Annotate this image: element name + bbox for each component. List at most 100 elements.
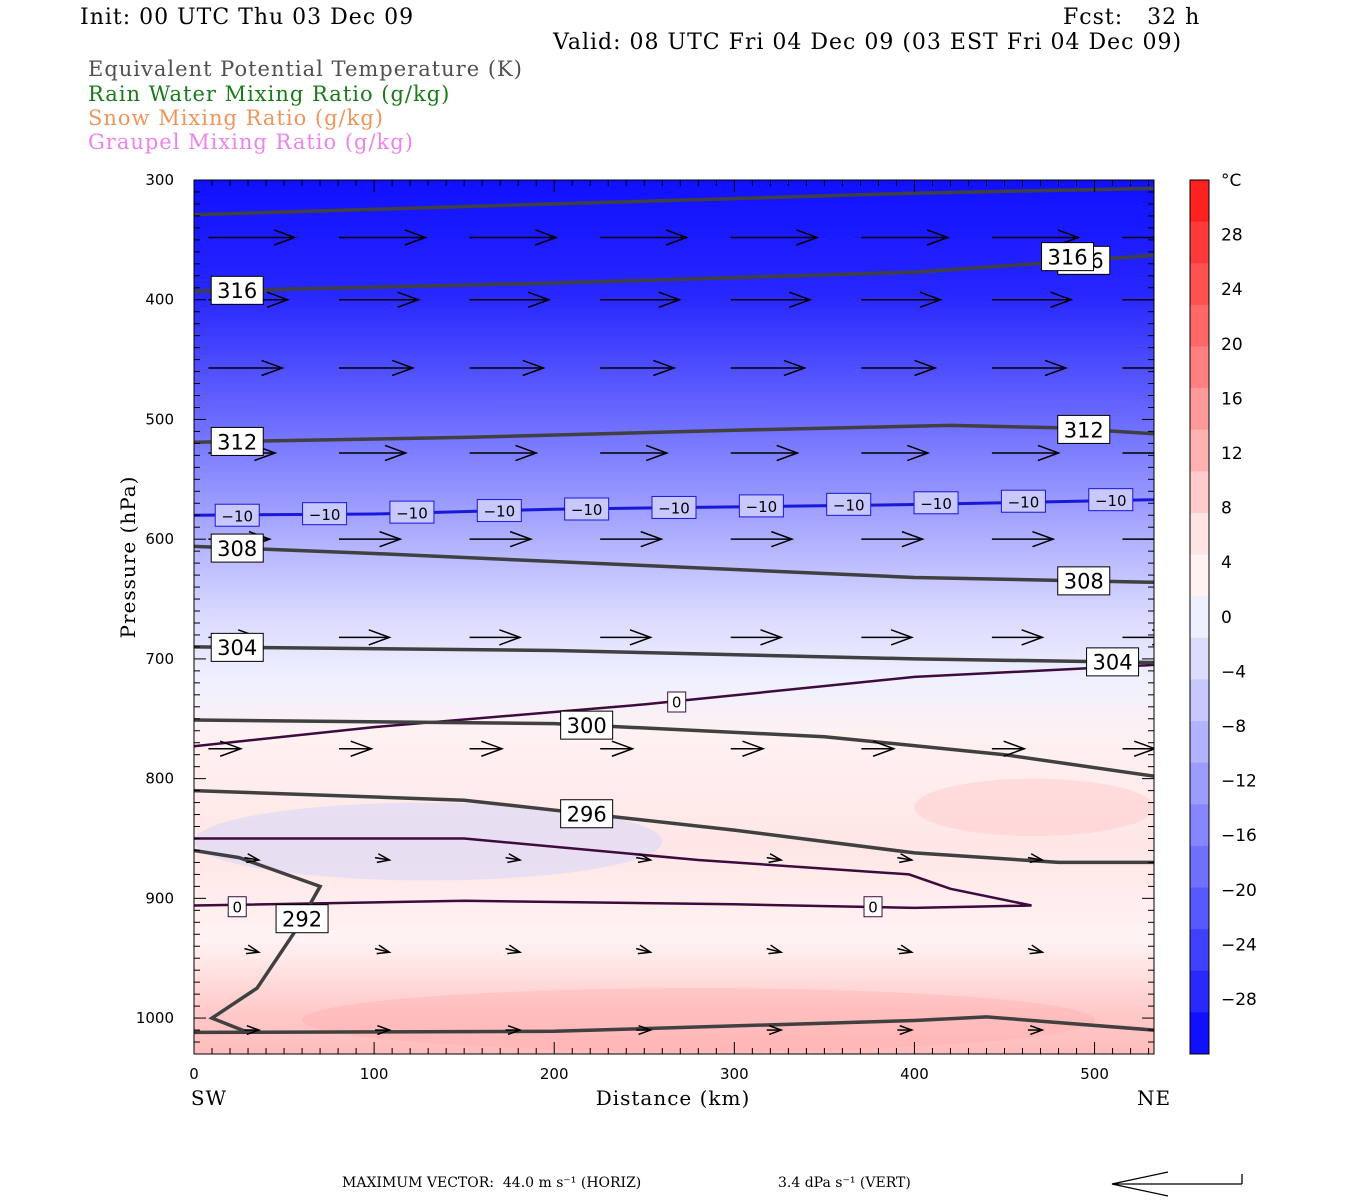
wind-vector-head bbox=[246, 944, 261, 955]
wind-vector bbox=[861, 229, 950, 246]
wind-vector-head bbox=[350, 740, 374, 757]
x-axis-title: Distance (km) bbox=[596, 1086, 751, 1110]
wind-vector bbox=[861, 530, 925, 548]
plot-area bbox=[194, 180, 1173, 1054]
wind-vector-head bbox=[771, 530, 795, 548]
wind-vector bbox=[730, 629, 784, 646]
wind-vector bbox=[861, 291, 943, 308]
wind-vector bbox=[244, 853, 261, 864]
wind-vector-head bbox=[638, 1024, 653, 1036]
colorbar-label: −12 bbox=[1221, 772, 1257, 792]
wind-vector bbox=[600, 444, 669, 462]
wind-vector-head bbox=[742, 740, 766, 757]
wind-vector bbox=[730, 359, 807, 377]
wind-vector-head bbox=[481, 740, 505, 757]
wind-vector-shaft bbox=[897, 856, 912, 861]
plot-frame bbox=[193, 179, 1155, 1055]
colorbar-segment bbox=[1190, 346, 1209, 389]
minus10-label-text: −10 bbox=[833, 496, 865, 514]
wind-vector bbox=[375, 1024, 392, 1036]
theta-e-label-text: 316 bbox=[1047, 245, 1087, 269]
wind-vector-head bbox=[872, 740, 896, 757]
wind-vector bbox=[600, 740, 635, 757]
wind-vector bbox=[897, 853, 914, 864]
wind-vector-head bbox=[899, 1024, 914, 1036]
wind-vector-head bbox=[507, 853, 523, 864]
wind-vector-head bbox=[384, 444, 408, 462]
wind-vector bbox=[338, 291, 421, 308]
wind-vector bbox=[861, 359, 938, 377]
temperature-shading-cell bbox=[302, 988, 1095, 1052]
wind-vector bbox=[338, 359, 416, 377]
wind-vector bbox=[635, 944, 653, 955]
theta-e-contour bbox=[194, 848, 323, 1035]
colorbar-segment bbox=[1190, 388, 1209, 431]
zero-isotherm-label-text: 0 bbox=[868, 898, 878, 916]
wind-vector-head bbox=[1151, 629, 1154, 646]
wind-vector-head bbox=[768, 1024, 784, 1036]
wind-vector bbox=[208, 740, 244, 757]
theta-e-label-box bbox=[210, 632, 264, 662]
wind-vector-head bbox=[273, 229, 298, 246]
wind-vector bbox=[636, 853, 653, 864]
wind-vector-head bbox=[1160, 854, 1173, 863]
y-tick-label: 500 bbox=[145, 410, 174, 428]
minus10-label-box bbox=[302, 502, 348, 526]
wind-vector bbox=[1159, 854, 1173, 863]
wind-vector bbox=[338, 629, 392, 646]
colorbar-label: 8 bbox=[1221, 499, 1232, 519]
y-tick-label: 600 bbox=[145, 530, 174, 548]
minus10-label: −10 bbox=[214, 503, 260, 527]
colorbar-segment bbox=[1190, 721, 1209, 764]
theta-e-label-text: 304 bbox=[1093, 651, 1133, 675]
wind-vector-head bbox=[653, 359, 677, 377]
wind-vector-head bbox=[379, 530, 403, 548]
colorbar-frame bbox=[1189, 179, 1210, 1055]
wind-vector bbox=[1027, 853, 1045, 864]
minus10-label-text: −10 bbox=[396, 504, 428, 522]
wind-vector-shaft bbox=[244, 947, 260, 953]
wind-vector-shaft bbox=[635, 947, 651, 953]
theta-e-label-text: 308 bbox=[1064, 570, 1104, 594]
wind-vector-head bbox=[1021, 629, 1045, 646]
zero-isotherm-label: 0 bbox=[667, 691, 687, 713]
theta-e-label: 304 bbox=[1086, 647, 1140, 677]
wind-vector-head bbox=[219, 740, 244, 757]
colorbar-segment bbox=[1190, 637, 1209, 680]
wind-vector bbox=[600, 530, 664, 548]
minus10-label-box bbox=[826, 492, 872, 516]
wind-vector-head bbox=[1160, 945, 1173, 954]
colorbar-segment bbox=[1190, 929, 1209, 972]
minus10-label-text: −10 bbox=[309, 506, 341, 524]
wind-vector-head bbox=[391, 359, 416, 377]
y-tick-label: 900 bbox=[145, 889, 174, 907]
wind-vector-shaft bbox=[1027, 947, 1043, 953]
wind-vector-head bbox=[509, 530, 533, 548]
max-vector-label: MAXIMUM VECTOR: 44.0 m s⁻¹ (HORIZ) bbox=[342, 1175, 642, 1191]
wind-vector bbox=[244, 944, 261, 955]
wind-vector bbox=[636, 1024, 653, 1036]
wind-vector-head bbox=[789, 291, 813, 308]
wind-vector-head bbox=[796, 229, 820, 246]
x-tick-label: 0 bbox=[189, 1065, 199, 1083]
wind-vector-head bbox=[899, 853, 914, 864]
wind-vector bbox=[505, 853, 523, 864]
wind-vector-shaft bbox=[244, 856, 259, 861]
y-tick-label: 400 bbox=[145, 291, 174, 309]
wind-vector-head bbox=[658, 291, 682, 308]
colorbar-segment bbox=[1190, 554, 1209, 597]
wind-vector bbox=[1122, 452, 1154, 454]
wind-vector bbox=[991, 291, 1074, 308]
wind-vector-head bbox=[629, 629, 653, 646]
max-vector-head bbox=[1111, 1171, 1169, 1197]
wind-vector-head bbox=[1133, 740, 1154, 757]
theta-e-label: 316 bbox=[1041, 242, 1095, 272]
minus10-label-box bbox=[1088, 488, 1134, 512]
wind-vector-head bbox=[1032, 530, 1056, 548]
legend-theta-e: Equivalent Potential Temperature (K) bbox=[88, 57, 523, 81]
wind-vector-head bbox=[768, 853, 784, 864]
minus10-label-text: −10 bbox=[221, 507, 253, 525]
theta-e-contour bbox=[194, 544, 1154, 585]
wind-vector-head bbox=[377, 1024, 392, 1036]
